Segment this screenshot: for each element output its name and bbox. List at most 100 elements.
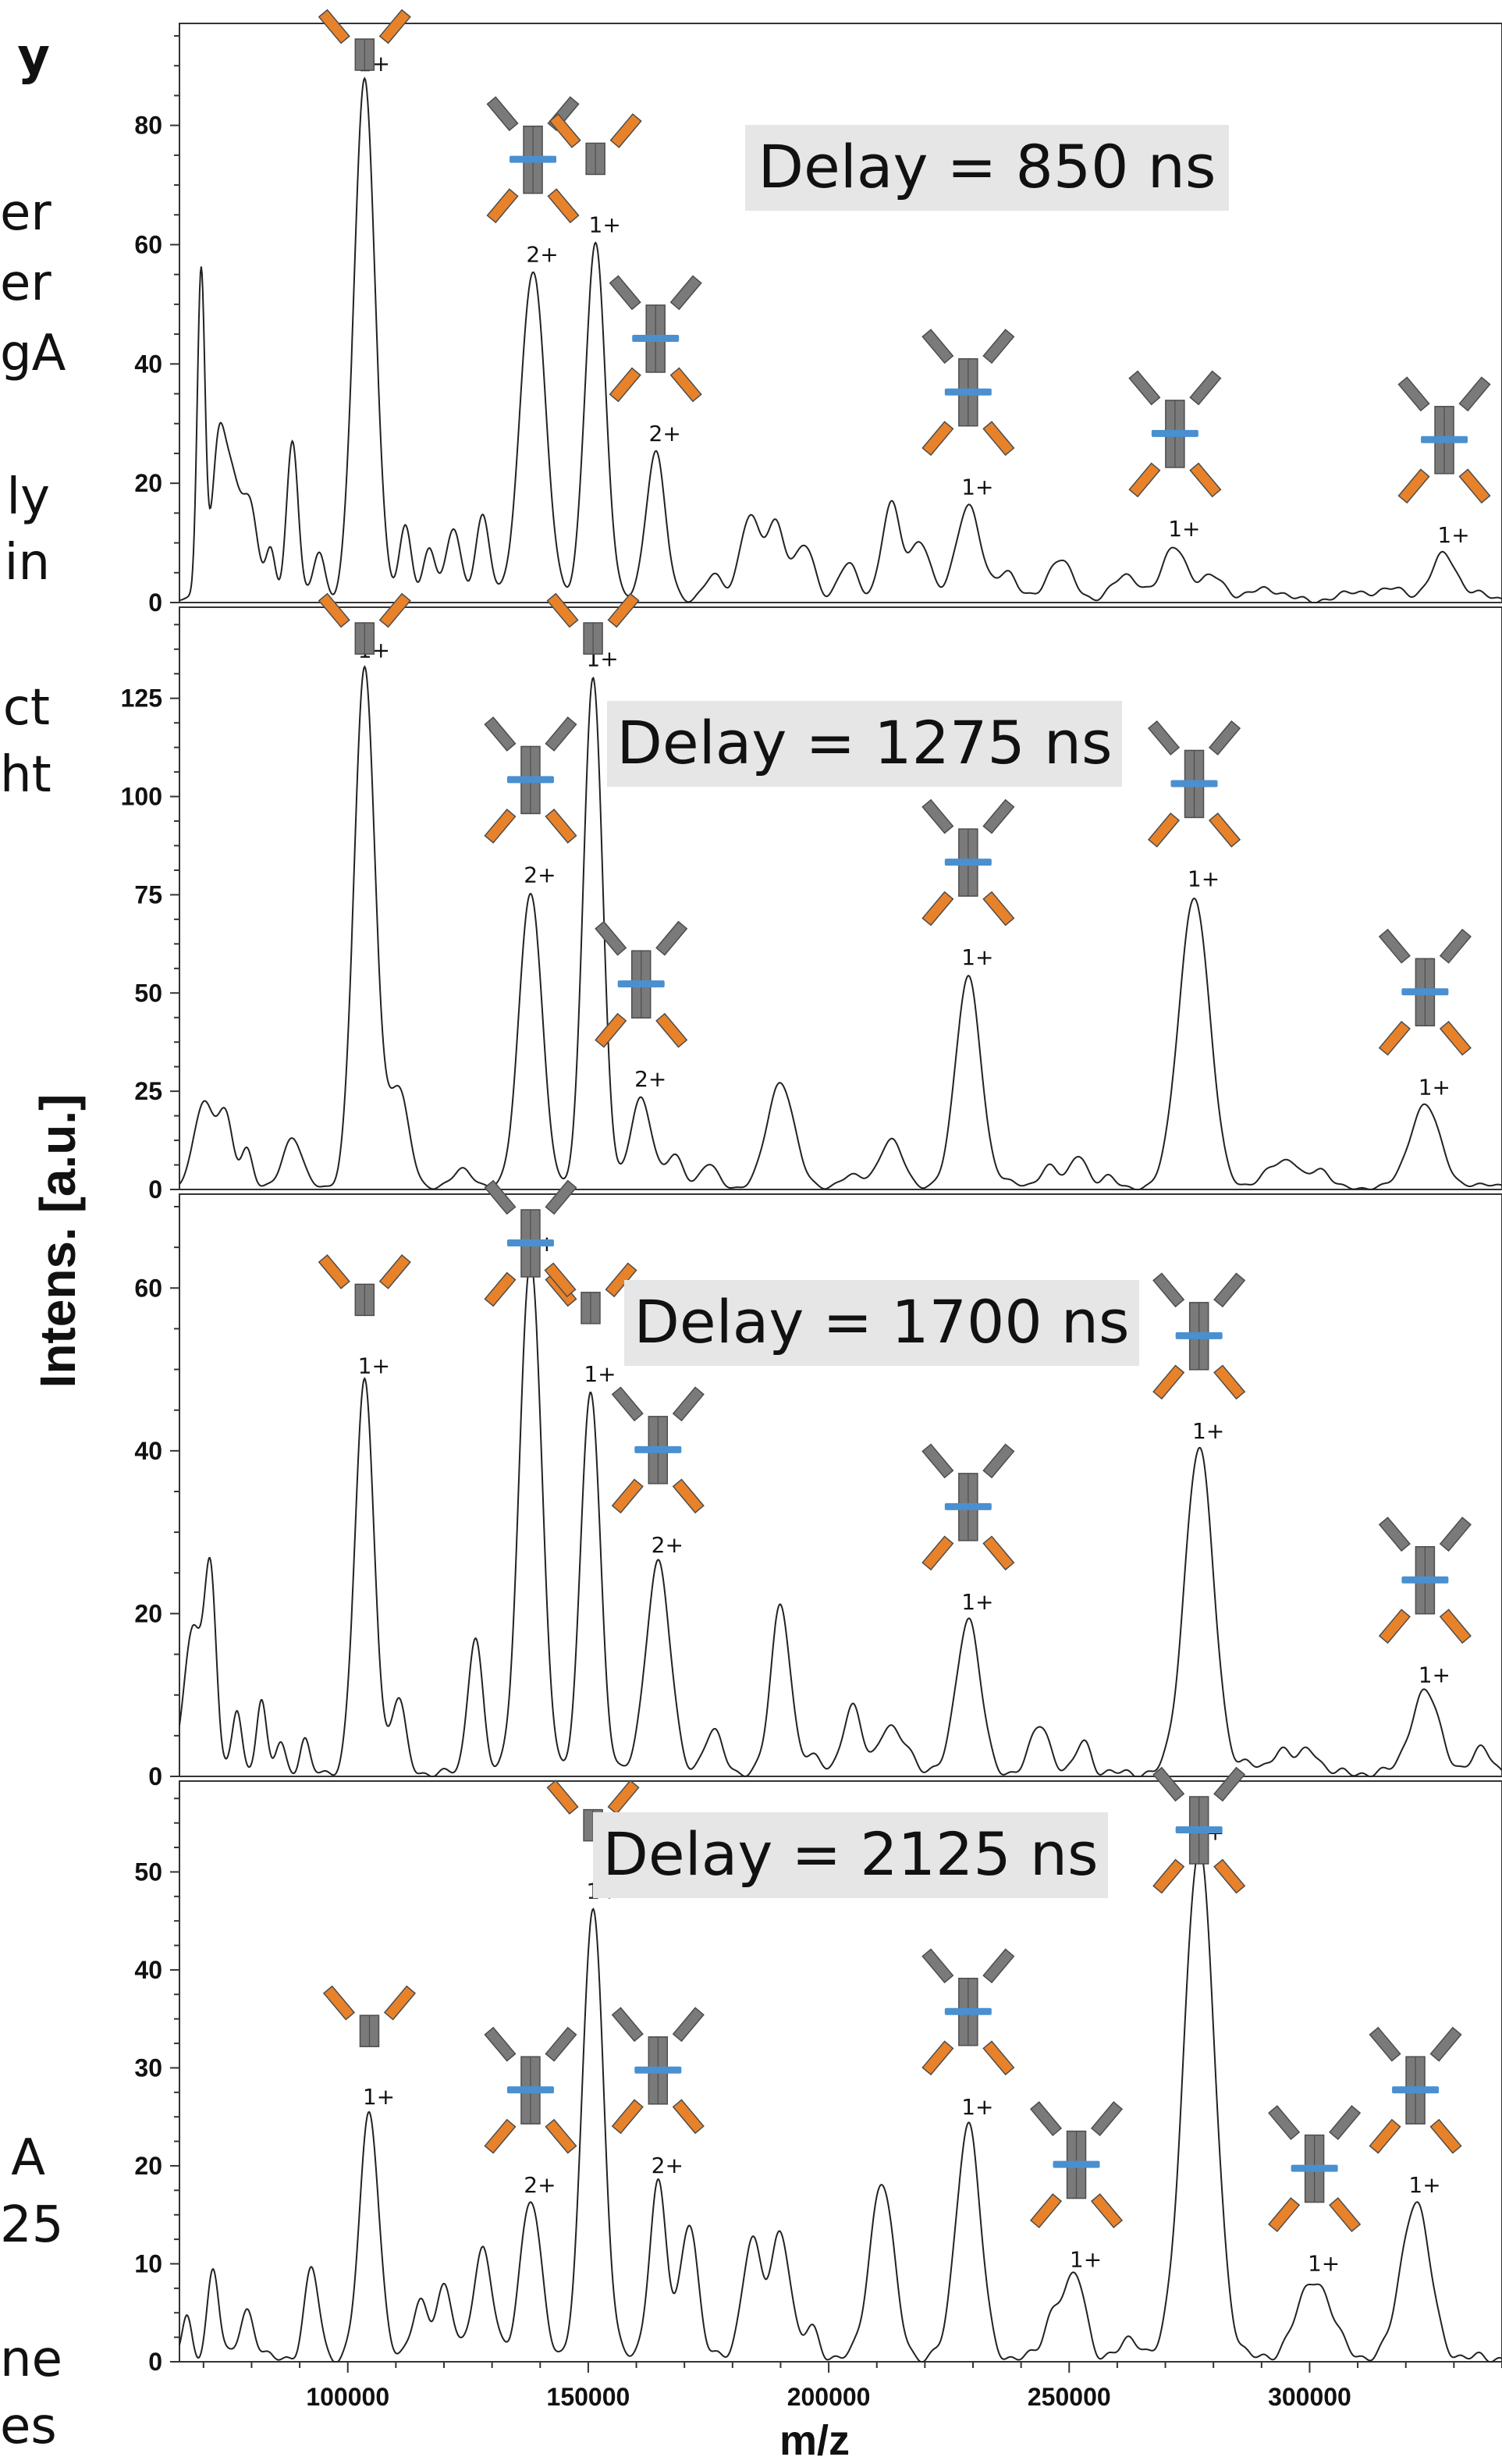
fab-arm-left <box>322 1985 356 2021</box>
fab-arm-left <box>1378 1516 1411 1552</box>
y-tick-label: 40 <box>134 1437 162 1465</box>
fab-arm-left <box>484 2026 517 2062</box>
y-tick-label: 40 <box>134 350 162 378</box>
antibody-dimer-icon <box>1128 370 1222 498</box>
antibody-dimer-icon <box>921 798 1015 926</box>
fab-arm-left <box>1152 1272 1185 1308</box>
fab-arm-right <box>607 592 640 628</box>
fab-arm-left <box>1378 928 1411 964</box>
fab-arm-right <box>669 275 702 311</box>
antibody-dimer-icon <box>1147 720 1241 848</box>
fab-arm-lower-right <box>982 2040 1015 2076</box>
fab-arm-right <box>1429 2026 1462 2062</box>
spectrum-panels: 0 20 40 60 80 1+ 2+ 1+ 2+ 1+ 1+ 1+ Delay = 850 ns 0 25… <box>121 9 1502 2376</box>
antibody-dimer-icon <box>1268 2105 1362 2232</box>
fab-arm-left <box>544 1262 577 1298</box>
fab-arm-left <box>921 1443 954 1479</box>
fab-arm-lower-right <box>672 2099 705 2135</box>
delay-title: Delay = 2125 ns <box>602 1819 1098 1889</box>
spectrum-trace <box>179 1847 1502 2363</box>
linker-bar <box>1170 780 1218 788</box>
fab-arm-right <box>672 2007 705 2043</box>
charge-label: 1+ <box>1419 1662 1451 1688</box>
fab-arm-right <box>545 716 577 752</box>
fab-arm-right <box>1439 1516 1472 1552</box>
y-tick-label: 50 <box>134 979 162 1007</box>
fab-arm-right <box>1329 2105 1362 2140</box>
antibody-dimer-icon <box>1378 1516 1472 1644</box>
fab-arm-lower-right <box>547 188 580 224</box>
fab-arm-right <box>545 2026 577 2062</box>
fab-arm-left <box>549 113 581 148</box>
fab-arm-lower-right <box>982 421 1015 457</box>
fab-arm-lower-right <box>1458 468 1491 504</box>
fab-arm-right <box>609 113 642 148</box>
linker-bar <box>617 980 665 988</box>
charge-label: 1+ <box>1308 2251 1340 2277</box>
linker-bar <box>944 388 992 396</box>
linker-bar <box>1053 2160 1100 2168</box>
fab-arm-left <box>1397 376 1430 412</box>
linker-bar <box>1175 1826 1223 1833</box>
antibody-dimer-icon <box>484 2026 577 2154</box>
fab-arm-lower-left <box>611 1478 644 1514</box>
y-tick-label: 20 <box>134 469 162 497</box>
y-tick-label: 10 <box>134 2249 162 2277</box>
spectrum-panel: 0204060801+2+1+2+1+1+1+Delay = 850 ns <box>134 9 1502 617</box>
fab-arm-right <box>545 1179 577 1215</box>
charge-label: 2+ <box>524 862 556 887</box>
fab-arm-right <box>383 1985 417 2021</box>
fab-arm-lower-left <box>1378 1020 1411 1056</box>
y-tick-label: 100 <box>121 783 162 811</box>
fab-arm-right <box>1439 928 1472 964</box>
charge-label: 2+ <box>634 1066 666 1092</box>
delay-box <box>593 1812 1108 1898</box>
antibody-icon <box>318 592 411 655</box>
x-tick-label: 250000 <box>1028 2383 1111 2411</box>
charge-label: 1+ <box>961 475 993 500</box>
fab-arm-lower-right <box>1329 2197 1362 2232</box>
linker-bar <box>1401 1576 1449 1584</box>
spectrum-trace <box>179 665 1502 1191</box>
charge-label: 1+ <box>584 1361 616 1387</box>
fab-arm-right <box>1458 376 1491 412</box>
antibody-icon <box>322 1985 417 2047</box>
antibody-icon <box>549 113 642 176</box>
fab-arm-lower-left <box>921 891 954 926</box>
fragment-6: in <box>4 534 50 592</box>
fab-arm-left <box>1128 370 1161 406</box>
fab-arm-right <box>982 798 1015 834</box>
fab-arm-left <box>611 1386 644 1422</box>
fab-arm-left <box>921 329 954 364</box>
delay-box <box>745 125 1229 211</box>
y-tick-label: 125 <box>121 684 162 713</box>
antibody-icon <box>546 592 640 655</box>
antibody-icon <box>318 1254 411 1317</box>
charge-label: 2+ <box>526 242 558 268</box>
fragment-5: ly <box>6 468 50 526</box>
antibody-dimer-icon <box>486 96 580 224</box>
linker-bar <box>1291 2164 1338 2172</box>
fab-arm-lower-left <box>1369 2118 1401 2154</box>
fab-arm-left <box>1268 2105 1301 2140</box>
charge-label: 1+ <box>589 212 621 237</box>
fab-arm-lower-right <box>669 367 702 403</box>
delay-box <box>624 1280 1139 1366</box>
linker-bar <box>1151 429 1198 437</box>
y-tick-label: 60 <box>134 1274 162 1302</box>
y-tick-label: 0 <box>148 1762 162 1790</box>
antibody-dimer-icon <box>595 920 688 1048</box>
fab-arm-right <box>1213 1766 1246 1802</box>
charge-label: 1+ <box>961 944 993 970</box>
fab-arm-lower-left <box>1128 462 1161 498</box>
linker-bar <box>506 2086 554 2094</box>
linker-bar <box>1401 988 1449 996</box>
y-tick-label: 60 <box>134 230 162 258</box>
fab-arm-left <box>1147 720 1181 756</box>
fab-arm-right <box>1208 720 1241 756</box>
linker-bar <box>506 776 554 784</box>
x-axis-title: m/z <box>779 2417 850 2464</box>
fab-arm-left <box>484 716 517 752</box>
